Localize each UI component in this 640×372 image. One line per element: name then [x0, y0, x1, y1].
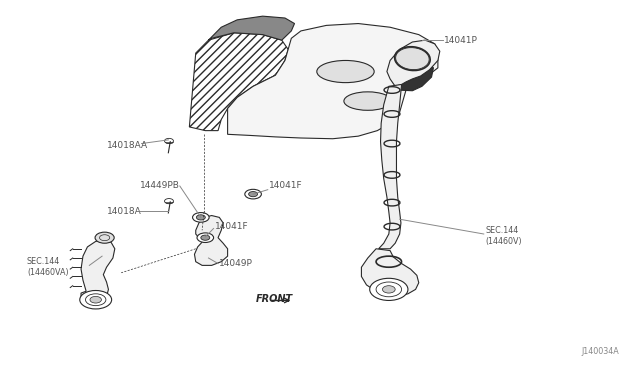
Circle shape	[193, 212, 209, 222]
Text: 14041F: 14041F	[215, 222, 248, 231]
Polygon shape	[379, 84, 401, 249]
Text: 14041P: 14041P	[444, 36, 478, 45]
Circle shape	[201, 235, 210, 240]
Text: 14018A: 14018A	[106, 207, 141, 217]
Circle shape	[197, 233, 214, 243]
Text: SEC.144
(14460VA): SEC.144 (14460VA)	[27, 257, 68, 277]
Ellipse shape	[317, 61, 374, 83]
Circle shape	[248, 192, 257, 197]
Polygon shape	[81, 240, 115, 304]
Polygon shape	[209, 16, 294, 40]
Polygon shape	[387, 40, 440, 86]
Text: FRONT: FRONT	[256, 294, 293, 304]
Text: J140034A: J140034A	[582, 347, 620, 356]
Text: 14049P: 14049P	[220, 259, 253, 268]
Polygon shape	[228, 23, 438, 139]
Polygon shape	[195, 215, 228, 265]
Ellipse shape	[344, 92, 392, 110]
Circle shape	[245, 189, 261, 199]
Circle shape	[196, 215, 205, 220]
Circle shape	[164, 199, 173, 204]
Circle shape	[80, 291, 111, 309]
Text: 14449PB: 14449PB	[140, 182, 180, 190]
Polygon shape	[189, 33, 288, 131]
Ellipse shape	[396, 48, 429, 70]
Circle shape	[383, 286, 395, 293]
Circle shape	[95, 232, 114, 243]
Circle shape	[370, 278, 408, 301]
Polygon shape	[394, 59, 433, 91]
Text: 14018AA: 14018AA	[106, 141, 148, 150]
Circle shape	[164, 138, 173, 144]
Text: 14041F: 14041F	[269, 182, 303, 190]
Text: SEC.144
(14460V): SEC.144 (14460V)	[486, 226, 522, 246]
Circle shape	[90, 296, 101, 303]
Polygon shape	[362, 249, 419, 296]
